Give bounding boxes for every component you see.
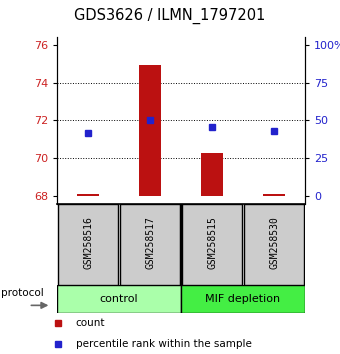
Text: GSM258516: GSM258516	[83, 216, 93, 269]
Bar	[58, 204, 118, 285]
Bar	[203, 195, 221, 196]
Text: GSM258515: GSM258515	[207, 216, 217, 269]
Bar	[201, 153, 223, 196]
Text: count: count	[76, 319, 105, 329]
Text: control: control	[100, 294, 138, 304]
Bar	[265, 195, 283, 196]
Bar	[244, 204, 304, 285]
Text: MIF depletion: MIF depletion	[205, 294, 280, 304]
Bar	[263, 194, 285, 196]
Bar	[79, 195, 97, 196]
Text: percentile rank within the sample: percentile rank within the sample	[76, 339, 252, 349]
Text: GSM258530: GSM258530	[269, 216, 279, 269]
Bar	[77, 194, 99, 196]
Text: GSM258517: GSM258517	[145, 216, 155, 269]
Text: GDS3626 / ILMN_1797201: GDS3626 / ILMN_1797201	[74, 8, 266, 24]
Bar	[57, 285, 181, 313]
Text: protocol: protocol	[1, 288, 44, 298]
Bar	[181, 285, 305, 313]
Bar	[141, 195, 159, 196]
Bar	[139, 64, 161, 196]
Bar	[182, 204, 242, 285]
Bar	[120, 204, 180, 285]
